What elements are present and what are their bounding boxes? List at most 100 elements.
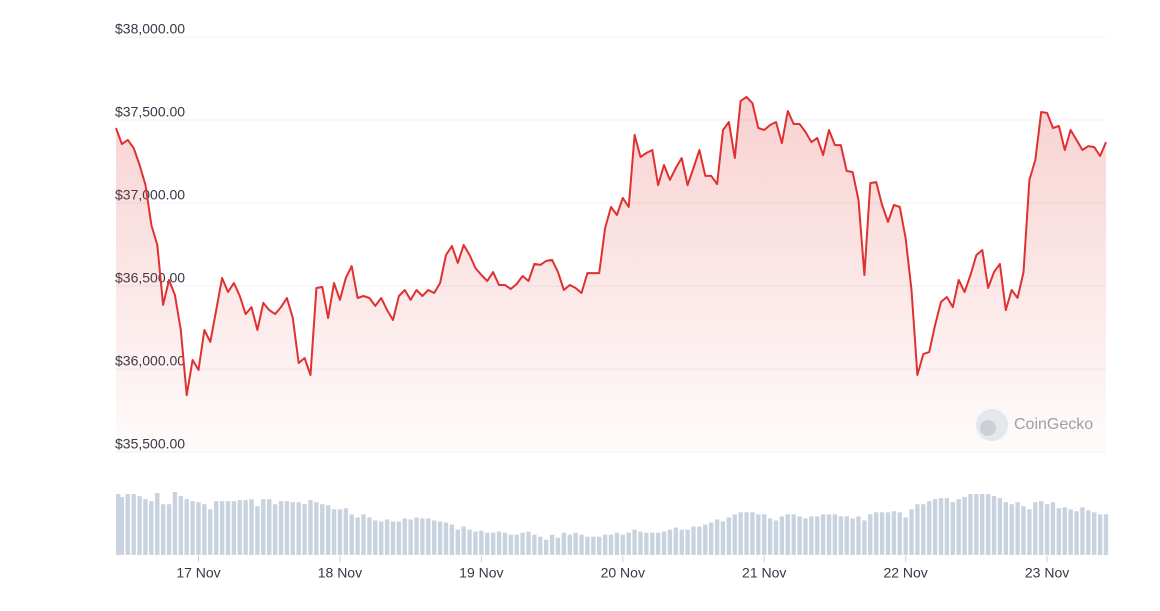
volume-bar [1097, 514, 1103, 555]
volume-bar [815, 516, 820, 555]
volume-bar [809, 516, 814, 555]
volume-bar [626, 532, 631, 555]
volume-bar [261, 499, 266, 555]
volume-bar [650, 532, 655, 555]
volume-bar [284, 501, 290, 555]
volume-bar [526, 531, 531, 555]
volume-bar [820, 514, 826, 555]
volume-bar [414, 517, 419, 555]
volume-bar [160, 504, 166, 555]
volume-bar [314, 502, 319, 555]
volume-bar [1033, 502, 1038, 555]
volume-bar [844, 516, 849, 555]
volume-bar [125, 494, 130, 555]
volume-bar [644, 532, 649, 555]
volume-bar [608, 534, 614, 555]
volume-bar [703, 524, 708, 555]
volume-bar [779, 516, 785, 555]
volume-bar [237, 500, 242, 555]
volume-bar [538, 536, 543, 555]
volume-bar [426, 518, 431, 555]
volume-bar [785, 514, 790, 555]
volume-bar [903, 517, 908, 555]
price-area [116, 96, 1106, 453]
volume-bar [632, 529, 637, 555]
volume-bar [573, 532, 578, 555]
volume-bar [343, 508, 349, 555]
volume-bar [1092, 512, 1097, 555]
volume-bar [962, 497, 967, 555]
volume-bar [473, 531, 478, 555]
x-tick-label: 22 Nov [883, 565, 927, 581]
volume-bar [767, 518, 773, 555]
volume-bar [267, 499, 272, 555]
volume-bar [679, 529, 684, 555]
volume-bar [437, 521, 443, 555]
volume-bar [1021, 506, 1026, 555]
volume-bar [826, 514, 832, 555]
volume-bar [1050, 502, 1056, 555]
volume-bar [502, 532, 508, 555]
volume-bar [762, 514, 767, 555]
volume-bar [797, 516, 802, 555]
volume-bar [856, 516, 861, 555]
volume-bar [384, 519, 390, 555]
volume-bar [420, 518, 425, 555]
volume-bar [585, 536, 590, 555]
volume-bar [968, 494, 973, 555]
volume-bar [732, 514, 737, 555]
volume-bar [219, 501, 225, 555]
volume-bar [555, 537, 561, 555]
volume-bar [208, 509, 213, 555]
volume-bar [944, 498, 950, 555]
volume-bar [290, 502, 295, 555]
watermark: CoinGecko [976, 409, 1093, 441]
volume-bar [461, 526, 466, 555]
volume-bar [897, 512, 902, 555]
volume-bar [390, 521, 396, 555]
x-tick-label: 21 Nov [742, 565, 786, 581]
volume-bar [791, 514, 796, 555]
volume-bar [756, 514, 761, 555]
volume-bar [432, 520, 437, 555]
volume-bar [325, 505, 331, 555]
volume-bar [655, 532, 661, 555]
volume-bar [1038, 501, 1044, 555]
volume-bar [131, 494, 136, 555]
volume-bar [485, 532, 490, 555]
volume-bar [213, 501, 219, 555]
volume-bar [567, 534, 572, 555]
x-tick-label: 20 Nov [601, 565, 645, 581]
volume-bar [803, 518, 808, 555]
volume-bar [579, 534, 584, 555]
volume-bar [1009, 504, 1014, 555]
volume-bar [956, 499, 961, 555]
volume-bar [190, 501, 195, 555]
volume-bar [137, 496, 142, 555]
volume-bar [720, 521, 726, 555]
volume-bar [1056, 508, 1062, 555]
volume-bar [561, 532, 567, 555]
volume-bar [938, 498, 944, 555]
volume-bar [620, 534, 625, 555]
volume-bar [320, 504, 325, 555]
volume-bar [950, 502, 955, 555]
volume-bar [1003, 502, 1009, 555]
volume-bar [697, 526, 702, 555]
volume-bar [184, 499, 189, 555]
volume-bar [367, 517, 372, 555]
volume-bar [974, 494, 979, 555]
volume-bar [980, 494, 985, 555]
volume-bar [1080, 507, 1085, 555]
volume-bar [490, 532, 496, 555]
volume-bar [479, 530, 484, 555]
volume-bar [408, 519, 413, 555]
volume-bar [891, 511, 897, 555]
volume-bar [116, 494, 121, 555]
volume-bar [331, 509, 337, 555]
volume-bar [838, 516, 844, 555]
volume-bar [1074, 511, 1079, 555]
x-tick-label: 23 Nov [1025, 565, 1069, 581]
volume-bar [373, 520, 378, 555]
volume-bar [744, 512, 749, 555]
